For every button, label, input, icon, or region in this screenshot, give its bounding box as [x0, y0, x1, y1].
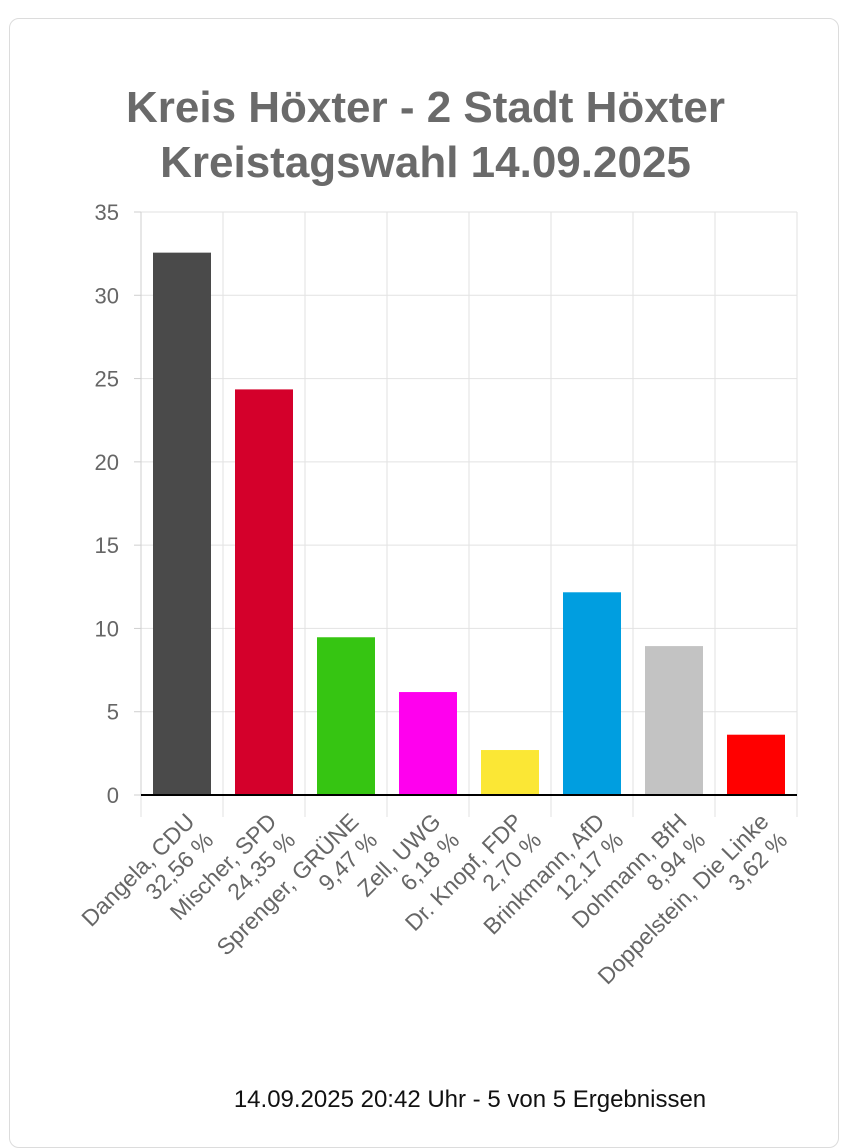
bar — [399, 692, 457, 795]
y-tick-label: 10 — [95, 616, 119, 641]
y-tick-label: 30 — [95, 283, 119, 308]
y-tick-label: 20 — [95, 450, 119, 475]
y-tick-label: 15 — [95, 533, 119, 558]
bar — [645, 646, 703, 795]
chart-subtitle: Kreistagswahl 14.09.2025 — [160, 138, 691, 187]
y-tick-label: 25 — [95, 367, 119, 392]
bar — [563, 592, 621, 795]
chart-title: Kreis Höxter - 2 Stadt Höxter — [125, 83, 726, 132]
y-tick-label: 0 — [107, 783, 119, 808]
bar — [727, 734, 785, 795]
results-status: 14.09.2025 20:42 Uhr - 5 von 5 Ergebniss… — [233, 1086, 707, 1113]
bar — [235, 389, 293, 795]
y-tick-label: 5 — [107, 700, 119, 725]
bar — [481, 750, 539, 795]
bar — [317, 637, 375, 795]
chart-card — [9, 18, 839, 1148]
bar — [153, 252, 211, 795]
y-tick-label: 35 — [95, 200, 119, 225]
